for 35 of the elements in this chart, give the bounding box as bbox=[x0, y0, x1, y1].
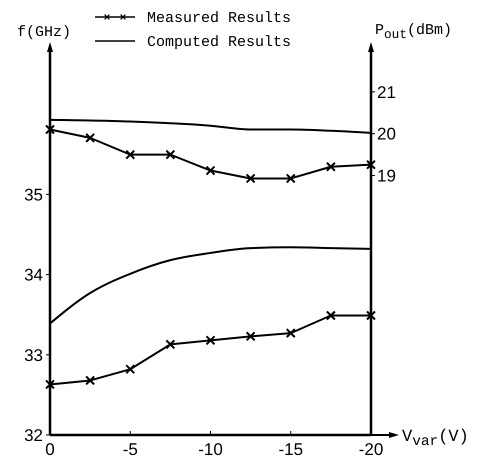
point bbox=[246, 331, 256, 342]
y2-tick-label: 21 bbox=[377, 82, 396, 102]
legend-label: Measured Results bbox=[147, 10, 292, 27]
point bbox=[326, 310, 336, 320]
y-tick-label: 32 bbox=[24, 426, 43, 445]
x-tick-label: -20 bbox=[358, 440, 384, 459]
y2-tick-label: 20 bbox=[377, 124, 396, 144]
point bbox=[85, 375, 96, 386]
point bbox=[85, 132, 96, 143]
x-tick-label: -5 bbox=[122, 440, 138, 459]
point bbox=[286, 328, 296, 338]
point bbox=[206, 166, 216, 176]
point bbox=[326, 162, 336, 172]
point bbox=[286, 173, 296, 184]
point bbox=[165, 150, 176, 160]
y-axis-title: f(GHz) bbox=[16, 24, 72, 41]
point bbox=[125, 150, 136, 160]
point bbox=[366, 160, 376, 170]
point bbox=[45, 379, 55, 390]
x-tick-label: -10 bbox=[198, 440, 223, 459]
point bbox=[246, 173, 256, 184]
point bbox=[165, 339, 176, 350]
point bbox=[366, 310, 376, 320]
y-tick-label: 35 bbox=[24, 185, 43, 204]
point bbox=[125, 364, 136, 374]
y-tick-label: 33 bbox=[24, 346, 43, 365]
point bbox=[206, 335, 216, 346]
x-axis-title: V$_{var}$(V) bbox=[402, 428, 469, 450]
x-tick-label: -15 bbox=[278, 440, 304, 459]
point bbox=[45, 124, 55, 135]
y2-tick-label: 19 bbox=[377, 166, 396, 186]
x-tick-label: 0 bbox=[45, 440, 55, 459]
y2-axis-title: P$_{out}$(dBm) bbox=[375, 22, 452, 42]
y-tick-label: 34 bbox=[24, 266, 43, 285]
legend-label: Computed Results bbox=[147, 34, 292, 51]
